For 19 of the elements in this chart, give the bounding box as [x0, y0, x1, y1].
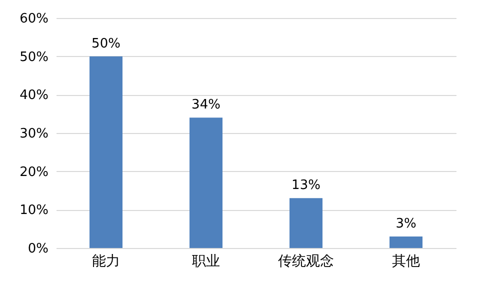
x-tick-label: 传统观念 — [278, 254, 334, 270]
bar — [190, 118, 222, 248]
y-tick-label: 30% — [20, 126, 48, 142]
bar — [290, 198, 322, 248]
data-label: 3% — [396, 216, 416, 232]
y-tick-label: 60% — [20, 12, 48, 26]
y-tick-label: 0% — [28, 242, 48, 256]
y-tick-label: 10% — [20, 203, 48, 218]
data-label: 50% — [92, 36, 120, 52]
bar — [90, 56, 122, 248]
bar — [390, 236, 422, 248]
x-tick-label: 能力 — [92, 254, 120, 270]
data-label: 13% — [292, 178, 320, 194]
x-tick-label: 其他 — [392, 254, 420, 270]
y-tick-label: 20% — [20, 164, 48, 180]
x-tick-label: 职业 — [192, 254, 220, 270]
y-tick-label: 40% — [20, 88, 48, 104]
data-label: 34% — [192, 98, 220, 113]
y-tick-label: 50% — [20, 50, 48, 65]
